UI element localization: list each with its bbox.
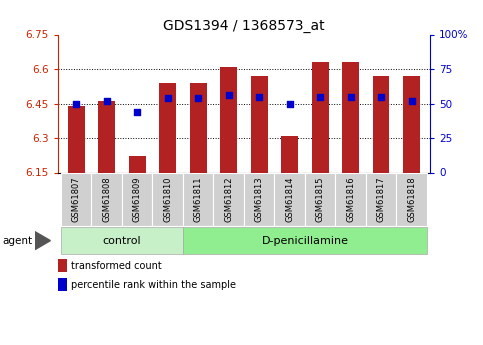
Point	[408, 98, 415, 104]
Bar	[373, 76, 389, 172]
Bar	[312, 62, 328, 172]
Polygon shape	[35, 231, 50, 250]
Text: GSM61816: GSM61816	[346, 176, 355, 222]
Title: GDS1394 / 1368573_at: GDS1394 / 1368573_at	[163, 19, 325, 33]
Point	[103, 98, 111, 104]
Bar	[58, 278, 67, 291]
Bar	[305, 172, 335, 226]
Bar	[122, 172, 153, 226]
Text: GSM61818: GSM61818	[407, 176, 416, 222]
Point	[286, 101, 294, 106]
Bar	[183, 227, 427, 254]
Text: GSM61810: GSM61810	[163, 177, 172, 222]
Text: transformed count: transformed count	[71, 260, 162, 270]
Bar	[251, 76, 268, 172]
Bar	[153, 172, 183, 226]
Bar	[61, 227, 183, 254]
Bar	[68, 106, 85, 172]
Bar	[366, 172, 397, 226]
Bar	[335, 172, 366, 226]
Text: GSM61813: GSM61813	[255, 176, 264, 222]
Bar	[220, 67, 237, 172]
Point	[133, 109, 141, 115]
Bar	[403, 76, 420, 172]
Point	[225, 92, 232, 98]
Point	[347, 94, 355, 99]
Text: agent: agent	[2, 236, 32, 246]
Point	[316, 94, 324, 99]
Bar	[61, 172, 91, 226]
Text: control: control	[103, 236, 142, 246]
Point	[256, 94, 263, 99]
Text: GSM61811: GSM61811	[194, 177, 203, 222]
Bar	[91, 172, 122, 226]
Bar	[183, 172, 213, 226]
Bar	[129, 156, 145, 172]
Text: percentile rank within the sample: percentile rank within the sample	[71, 280, 236, 290]
Bar	[99, 101, 115, 172]
Point	[72, 101, 80, 106]
Bar	[213, 172, 244, 226]
Bar	[159, 83, 176, 172]
Text: GSM61815: GSM61815	[315, 177, 325, 222]
Bar	[342, 62, 359, 172]
Bar	[58, 259, 67, 272]
Point	[194, 95, 202, 101]
Point	[164, 95, 171, 101]
Text: GSM61817: GSM61817	[377, 176, 385, 222]
Text: GSM61809: GSM61809	[133, 177, 142, 222]
Text: GSM61807: GSM61807	[72, 176, 81, 222]
Text: GSM61808: GSM61808	[102, 176, 111, 222]
Text: GSM61812: GSM61812	[224, 177, 233, 222]
Bar	[190, 83, 207, 172]
Bar	[274, 172, 305, 226]
Bar	[281, 136, 298, 172]
Bar	[397, 172, 427, 226]
Bar	[244, 172, 274, 226]
Text: D-penicillamine: D-penicillamine	[261, 236, 348, 246]
Text: GSM61814: GSM61814	[285, 177, 294, 222]
Point	[377, 94, 385, 99]
